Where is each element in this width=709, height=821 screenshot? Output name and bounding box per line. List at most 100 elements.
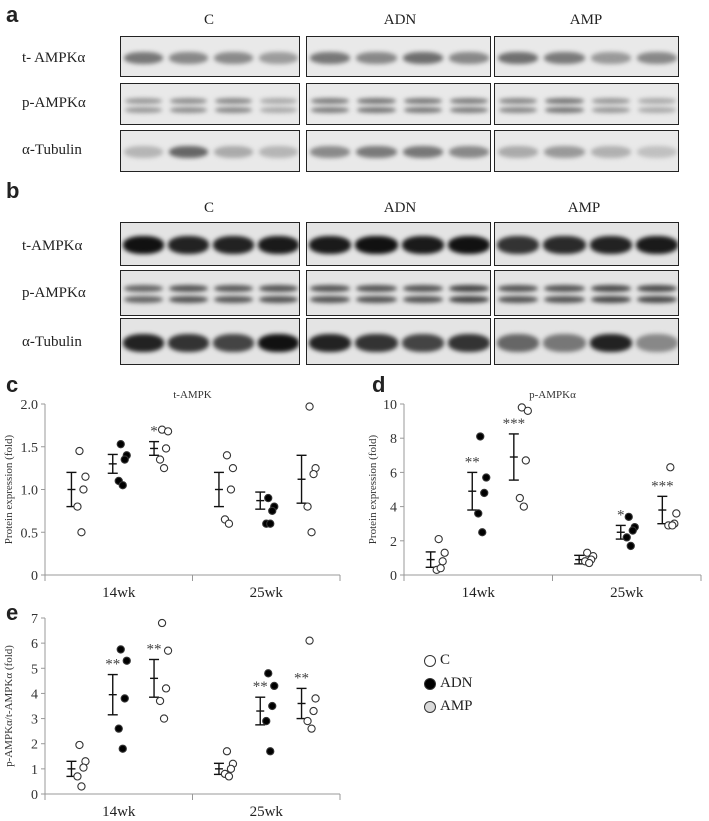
data-point-c [81,472,90,481]
significance-mark: ** [147,641,162,657]
data-point-adn [120,694,129,703]
y-tick-label: 6 [31,637,38,652]
blot-a-group-title-c: C [203,12,214,28]
blot-band [170,97,207,104]
blot-band [355,333,398,352]
blot-band [448,296,489,304]
panel-letter-a: a [6,2,19,27]
blot-band [260,107,297,114]
blot-b-box-2-amp [494,318,679,365]
significance-mark: ** [465,454,480,470]
chart-title: t-AMPK [173,389,212,401]
blot-a-box-1-adn [306,83,491,125]
blot-band [309,236,352,254]
blot-a-box-1-c [120,83,300,125]
blot-band [310,51,351,64]
data-point-amp [309,469,318,479]
data-point-adn [476,432,485,441]
blot-a-box-2-c [120,130,300,172]
data-point-c [436,564,445,573]
data-point-amp [307,724,316,733]
blot-band [356,284,397,292]
blot-band [258,333,299,352]
data-point-c [75,740,84,750]
blot-band [403,107,442,114]
blot-band [124,296,163,304]
blot-b-row-label-tubulin: α-Tubulin [22,334,82,350]
blot-band [215,107,252,114]
data-point-amp [307,528,316,537]
data-point-c [77,782,86,791]
y-tick-label: 0.5 [21,526,39,541]
blot-band [544,146,585,158]
data-point-c [75,446,84,456]
chart-panel-e: p-AMPKα/t-AMPKα (fold) 0 1 2 3 4 5 6 7 14wk 25wk **… [3,612,341,820]
legend-item-adn: ADN [424,675,473,692]
blot-band [636,296,677,304]
blot-b-box-2-c [120,318,300,365]
data-point-amp [155,696,165,706]
blot-band [447,333,490,352]
blot-b-group-title-c: C [203,200,214,216]
blot-band [447,236,490,254]
blot-band [124,51,163,64]
data-point-adn [118,481,127,490]
data-point-adn [264,669,273,678]
data-point-amp [515,493,524,503]
legend-marker-adn [424,677,436,690]
data-point-adn [628,526,637,535]
chart-panel-c: t-AMPK Protein expression (fold) 0 0.5 1.0 1.… [3,389,341,601]
blot-a-row-label-p-ampk: p-AMPKα [22,95,86,111]
blot-b-box-0-c [120,222,300,266]
blot-band [215,97,252,104]
blot-band [544,296,585,304]
blot-band [214,146,253,158]
blot-a-box-0-adn [306,36,491,77]
data-point-amp [159,463,169,473]
blot-band [545,97,584,104]
data-point-adn [118,744,127,753]
blot-band [125,97,162,104]
data-point-adn [624,512,633,522]
data-point-amp [157,618,167,628]
blot-band [310,284,351,292]
panel-letter-b: b [6,178,20,203]
data-point-adn [116,440,125,449]
data-point-amp [309,706,318,716]
data-point-amp [517,403,526,412]
data-point-amp [672,509,681,518]
blot-b-group-title-amp: AMP [567,200,601,216]
blot-band [311,97,350,104]
blot-b-box-0-amp [494,222,679,266]
blot-a-box-2-adn [306,130,491,172]
blot-band [635,333,678,352]
blot-a-box-0-amp [494,36,679,77]
y-tick-label: 8 [390,432,397,447]
data-point-c [222,451,232,460]
data-point-adn [264,493,273,503]
blot-band [123,333,164,352]
y-tick-label: 0 [31,788,38,803]
panel-letter-c: c [6,372,19,397]
blot-band [590,146,631,158]
blot-band [402,284,443,292]
significance-mark: ** [105,657,120,673]
blot-band [402,51,443,64]
data-point-amp [161,444,171,453]
data-point-amp [303,502,312,511]
legend-item-c: C [424,652,450,669]
y-tick-label: 1.0 [21,484,39,499]
blot-band [637,97,676,104]
blot-band [169,296,208,304]
blot-band [545,107,584,114]
data-point-adn [480,488,489,498]
blot-band [401,333,444,352]
blot-band [498,146,539,158]
data-point-c [226,485,236,494]
blot-band [169,146,208,158]
data-point-adn [266,747,275,756]
blot-band [497,333,540,352]
blot-band [355,236,398,254]
blot-band [497,236,540,254]
y-axis-label: Protein expression (fold) [3,434,15,544]
